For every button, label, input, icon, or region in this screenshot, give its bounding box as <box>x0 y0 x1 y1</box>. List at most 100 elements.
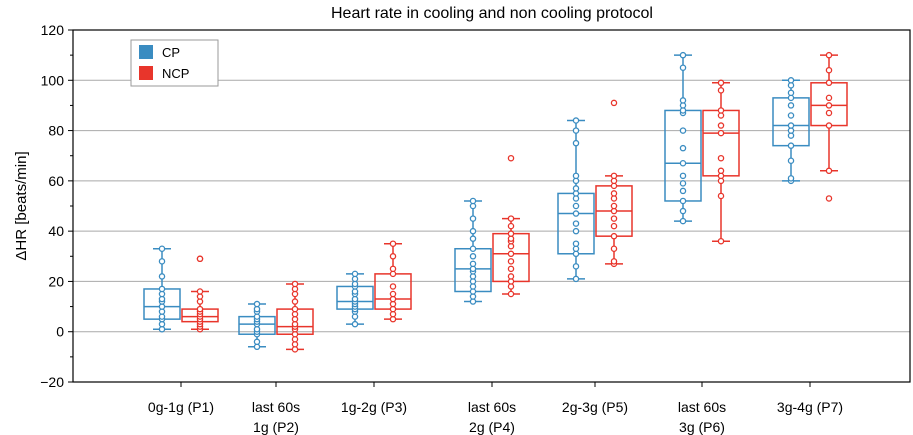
data-point <box>572 275 580 283</box>
cp-box-group <box>143 245 181 333</box>
ncp-box-group <box>181 255 219 333</box>
box-series <box>143 51 848 353</box>
x-tick-label: last 60s <box>678 399 726 415</box>
data-point <box>507 222 515 230</box>
y-tick-label: 0 <box>56 324 64 340</box>
chart-title: Heart rate in cooling and non cooling pr… <box>331 5 653 22</box>
data-point <box>610 258 618 265</box>
data-point <box>196 288 204 295</box>
data-point <box>610 172 618 180</box>
x-tick-label: 1g (P2) <box>253 419 299 435</box>
x-tick-label: 1g-2g (P3) <box>341 399 407 415</box>
data-point <box>610 232 618 240</box>
legend-swatch-ncp <box>139 66 153 80</box>
data-point <box>158 258 166 265</box>
data-point <box>679 127 687 134</box>
data-point <box>389 265 397 273</box>
data-point <box>825 167 833 175</box>
x-tick-label: 2g-3g (P5) <box>562 399 628 415</box>
data-point <box>679 180 687 187</box>
data-point <box>825 66 833 74</box>
x-tick-label: 3g (P6) <box>679 419 725 435</box>
y-tick-label: 120 <box>41 22 65 38</box>
y-axis: −20 0 20 40 60 80 100 120 <box>40 22 73 390</box>
data-point <box>572 117 580 124</box>
data-point <box>825 102 833 109</box>
data-point <box>351 320 359 328</box>
x-tick-label: 2g (P4) <box>469 419 515 435</box>
x-tick-label: last 60s <box>468 399 516 415</box>
outlier-point <box>196 255 204 263</box>
data-point <box>825 79 833 87</box>
data-point <box>572 172 580 180</box>
data-point <box>825 51 833 59</box>
data-point <box>572 202 580 210</box>
data-point <box>787 89 795 97</box>
data-point <box>158 245 166 252</box>
ncp-box-group <box>276 280 314 353</box>
data-point <box>787 142 795 149</box>
data-point <box>389 283 397 290</box>
data-point <box>679 187 687 195</box>
legend: CP NCP <box>130 39 219 87</box>
x-tick-label: 0g-1g (P1) <box>148 399 214 415</box>
y-tick-label: −20 <box>40 374 64 390</box>
data-point <box>679 217 687 225</box>
data-point <box>291 280 299 288</box>
data-point <box>158 273 166 280</box>
data-point <box>717 107 725 114</box>
y-axis-label: ΔHR [beats/min] <box>13 151 30 260</box>
data-point <box>679 207 687 215</box>
y-tick-label: 40 <box>48 223 64 239</box>
data-point <box>717 79 725 87</box>
x-tick-label: last 60s <box>252 399 300 415</box>
data-point <box>717 87 725 94</box>
y-tick-label: 20 <box>48 273 64 289</box>
data-point <box>679 144 687 152</box>
data-point <box>825 94 833 102</box>
data-point <box>787 102 795 109</box>
cp-box-group <box>238 300 276 351</box>
box-iqr <box>664 109 702 202</box>
data-point <box>469 253 477 260</box>
ncp-box-group <box>374 240 412 323</box>
data-point <box>253 300 261 308</box>
data-point <box>507 250 515 258</box>
cp-box-group <box>454 197 492 305</box>
cp-box-group <box>664 51 702 225</box>
outlier-point <box>610 99 618 107</box>
ncp-box-group <box>595 99 633 268</box>
data-point <box>507 230 515 237</box>
data-point <box>787 175 795 182</box>
data-point <box>389 240 397 247</box>
data-point <box>572 220 580 227</box>
y-tick-label: 80 <box>48 123 64 139</box>
data-point <box>158 285 166 293</box>
data-point <box>610 245 618 252</box>
data-point <box>787 112 795 119</box>
data-point <box>507 215 515 222</box>
data-point <box>389 253 397 260</box>
y-tick-label: 100 <box>41 72 65 88</box>
data-point <box>196 305 204 313</box>
data-point <box>825 109 833 117</box>
data-point <box>825 122 833 129</box>
data-point <box>717 167 725 175</box>
data-point <box>787 122 795 129</box>
cp-box-group <box>557 117 595 283</box>
data-point <box>610 190 618 197</box>
cp-box-group <box>772 77 810 185</box>
ncp-box-group <box>810 51 848 202</box>
data-point <box>679 197 687 205</box>
data-point <box>610 222 618 230</box>
ncp-box-group <box>492 154 530 298</box>
data-point <box>679 172 687 180</box>
data-point <box>291 298 299 305</box>
data-point <box>679 97 687 104</box>
box-iqr <box>702 109 740 177</box>
cp-box-group <box>336 270 374 328</box>
data-point <box>610 202 618 210</box>
data-point <box>717 192 725 200</box>
data-point <box>507 258 515 265</box>
data-point <box>469 260 477 268</box>
